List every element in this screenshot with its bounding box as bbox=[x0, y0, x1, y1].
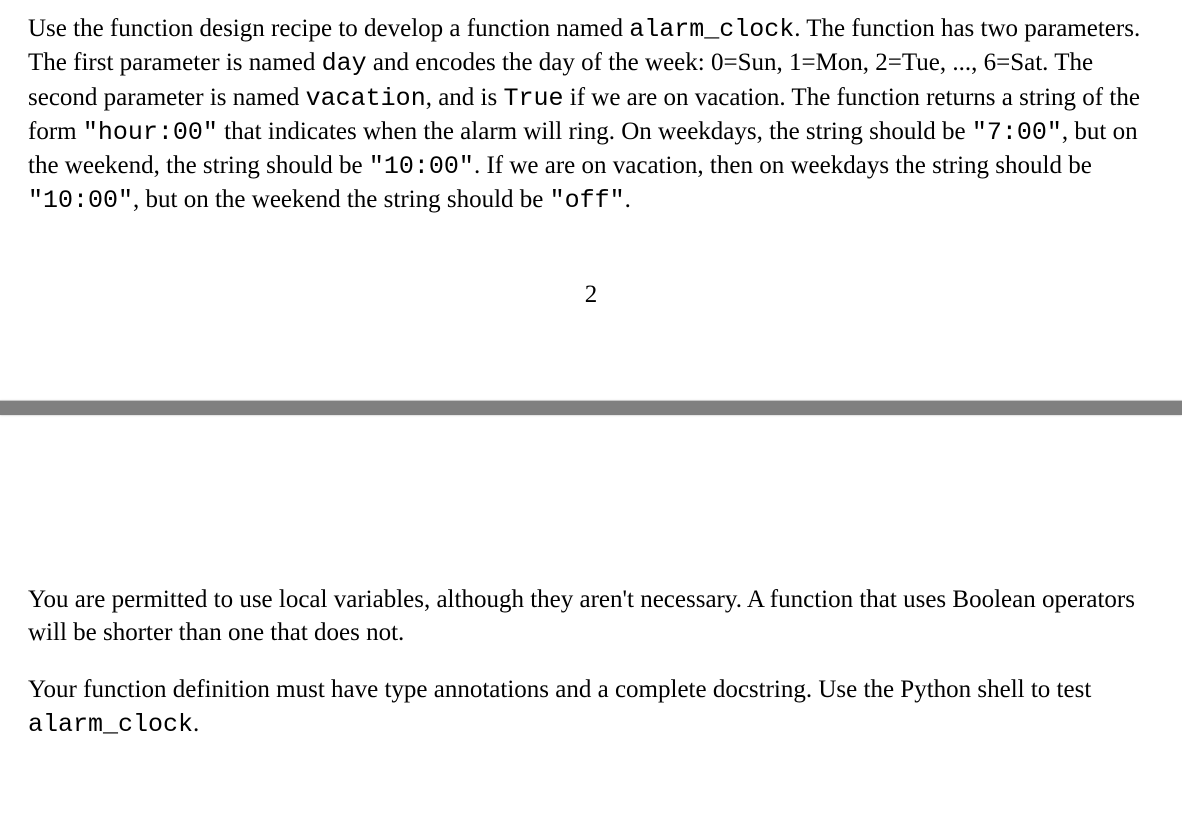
page-divider bbox=[0, 401, 1182, 415]
code-span: "10:00" bbox=[28, 186, 133, 215]
hint-paragraph: You are permitted to use local variables… bbox=[28, 583, 1154, 650]
code-span: vacation bbox=[306, 84, 426, 113]
text-span: , and is bbox=[426, 84, 504, 111]
code-span: "hour:00" bbox=[83, 118, 218, 147]
text-span: Your function definition must have type … bbox=[28, 676, 1091, 703]
code-span: day bbox=[322, 49, 367, 78]
text-span: . bbox=[625, 186, 631, 213]
code-span: alarm_clock bbox=[28, 710, 193, 739]
text-span: Use the function design recipe to develo… bbox=[28, 15, 629, 42]
document-page: Use the function design recipe to develo… bbox=[0, 0, 1182, 785]
code-span: "7:00" bbox=[972, 118, 1062, 147]
requirements-paragraph: Your function definition must have type … bbox=[28, 673, 1154, 741]
text-span: that indicates when the alarm will ring.… bbox=[218, 118, 972, 145]
text-span: . If we are on vacation, then on weekday… bbox=[474, 152, 1092, 179]
problem-paragraph: Use the function design recipe to develo… bbox=[28, 12, 1154, 218]
code-span: "off" bbox=[550, 186, 625, 215]
upper-content: Use the function design recipe to develo… bbox=[0, 0, 1182, 311]
code-span: alarm_clock bbox=[629, 15, 794, 44]
page-number: 2 bbox=[28, 278, 1154, 311]
text-span: , but on the weekend the string should b… bbox=[133, 186, 550, 213]
text-span: . bbox=[193, 710, 199, 737]
lower-content: You are permitted to use local variables… bbox=[0, 415, 1182, 785]
code-span: True bbox=[503, 84, 563, 113]
code-span: "10:00" bbox=[369, 152, 474, 181]
